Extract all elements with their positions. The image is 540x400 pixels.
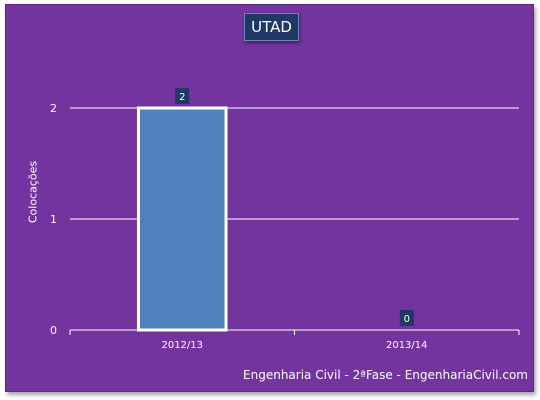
data-label-box xyxy=(399,310,414,326)
data-label-box xyxy=(175,88,190,104)
y-tick-label: 1 xyxy=(50,213,57,226)
y-axis-label: Colocações xyxy=(26,160,40,224)
x-tick-label: 2013/14 xyxy=(386,340,428,351)
x-tick-label: 2012/13 xyxy=(161,340,203,351)
y-tick-label: 2 xyxy=(50,102,57,115)
data-label: 0 xyxy=(404,314,410,325)
bar xyxy=(136,106,228,332)
chart-background xyxy=(5,4,534,392)
data-label: 2 xyxy=(179,92,185,103)
chart-title: UTAD xyxy=(244,13,299,41)
y-tick-label: 0 xyxy=(50,324,57,337)
footer-credit: Engenharia Civil - 2ªFase - EngenhariaCi… xyxy=(243,368,528,382)
